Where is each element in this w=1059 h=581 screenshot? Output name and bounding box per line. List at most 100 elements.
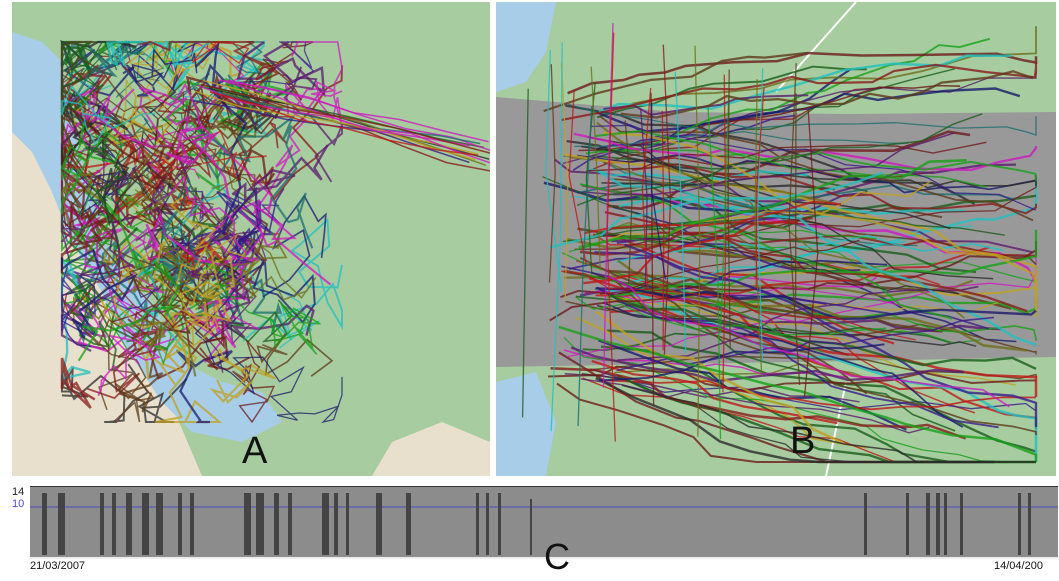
trajectory-line [60, 266, 159, 338]
timeline-start-date: 21/03/2007 [30, 560, 86, 572]
trajectory-line [580, 378, 930, 434]
trajectory-line [60, 248, 138, 339]
trajectory-line [560, 61, 1038, 122]
timeline-histogram[interactable] [30, 486, 1058, 559]
trajectory-line [612, 286, 921, 310]
timeline-bar [530, 499, 532, 555]
trajectory-line [61, 41, 118, 113]
trajectory-line [208, 188, 285, 264]
trajectory-line [224, 80, 490, 164]
trajectory-line [178, 232, 246, 349]
trajectory-lines-a [58, 39, 490, 424]
timeline-bar [926, 493, 930, 555]
timeline-bar [346, 493, 349, 555]
trajectory-line [89, 212, 232, 314]
timeline-bar [126, 493, 132, 555]
trajectory-line [661, 110, 665, 351]
trajectory-line [568, 89, 587, 264]
trajectory-line [583, 221, 798, 285]
trajectory-line [256, 333, 334, 377]
trajectory-line [154, 177, 201, 316]
map-panel-a[interactable]: A [12, 2, 490, 476]
trajectory-line [77, 205, 181, 362]
trajectory-line [167, 175, 265, 256]
trajectory-line [209, 348, 276, 404]
trajectory-line [141, 40, 281, 105]
trajectory-line [575, 296, 887, 336]
trajectory-line [624, 120, 633, 285]
trajectory-line [624, 243, 1038, 428]
timeline-bar [156, 493, 163, 555]
trajectory-line [70, 230, 147, 353]
timeline-bar [274, 493, 279, 555]
trajectory-line [560, 63, 569, 300]
trajectory-line [562, 153, 1038, 318]
map-panel-b[interactable]: B [496, 2, 1056, 476]
trajectory-line [568, 229, 877, 253]
trajectory-line [607, 229, 1038, 299]
trajectory-line [586, 141, 987, 172]
trajectory-line [590, 66, 601, 271]
trajectory-line [565, 300, 1037, 355]
panel-label-c: C [544, 536, 570, 577]
trajectory-line [88, 134, 220, 204]
water-bottom [496, 372, 556, 476]
trajectory-line [61, 180, 210, 329]
trajectory-line [60, 39, 156, 98]
timeline-bar [190, 493, 194, 555]
trajectory-map-a [12, 32, 490, 476]
trajectory-line [521, 88, 529, 418]
timeline-bar [376, 493, 382, 555]
trajectory-line [621, 182, 1038, 293]
trajectory-line [596, 121, 837, 205]
trajectory-line [152, 129, 267, 179]
trajectory-line [565, 104, 976, 205]
timeline-bar [334, 493, 338, 555]
trajectory-line [558, 325, 1038, 462]
trajectory-line [616, 285, 979, 362]
trajectory-line [631, 163, 1037, 215]
trajectory-line [185, 266, 251, 330]
trajectory-line [584, 200, 842, 235]
trajectory-line [596, 65, 867, 119]
trajectory-line [550, 42, 563, 432]
trajectory-line [133, 47, 196, 95]
trajectory-line [60, 118, 124, 253]
trajectory-line [581, 145, 951, 230]
trajectory-line [191, 39, 250, 65]
trajectory-line [83, 295, 195, 411]
trajectory-line [598, 54, 1012, 113]
panel-label-a: A [242, 430, 268, 472]
trajectory-line [674, 71, 687, 354]
trajectory-line [641, 87, 652, 289]
timeline-bar [936, 493, 940, 555]
trajectory-line [722, 74, 727, 393]
trajectory-line [217, 237, 317, 301]
timeline-bar [864, 493, 867, 555]
trajectory-line [60, 172, 104, 255]
trajectory-line [595, 310, 844, 444]
timeline-y-ref-label: 10 [12, 498, 25, 510]
trajectory-line [608, 259, 888, 297]
trajectory-line [549, 291, 738, 322]
timeline-bar [498, 493, 501, 555]
panel-label-b: B [790, 420, 816, 462]
timeline-bar [244, 493, 251, 555]
trajectory-line [262, 194, 327, 298]
timeline-bar [1028, 493, 1031, 555]
trajectory-line [104, 227, 177, 314]
trajectory-line [617, 259, 1027, 352]
trajectory-line [215, 282, 321, 355]
timeline-bar [256, 493, 264, 555]
trajectory-line [87, 239, 149, 337]
trajectory-line [595, 287, 1037, 321]
trajectory-line [588, 276, 1038, 397]
trajectory-line [548, 64, 556, 283]
trajectory-line [563, 270, 1037, 435]
trajectory-line [631, 26, 1037, 105]
trajectory-line [195, 90, 476, 161]
trajectory-line [604, 181, 930, 243]
trajectory-line [607, 275, 1010, 408]
trajectory-line [591, 359, 838, 425]
timeline-bar [1018, 493, 1021, 555]
